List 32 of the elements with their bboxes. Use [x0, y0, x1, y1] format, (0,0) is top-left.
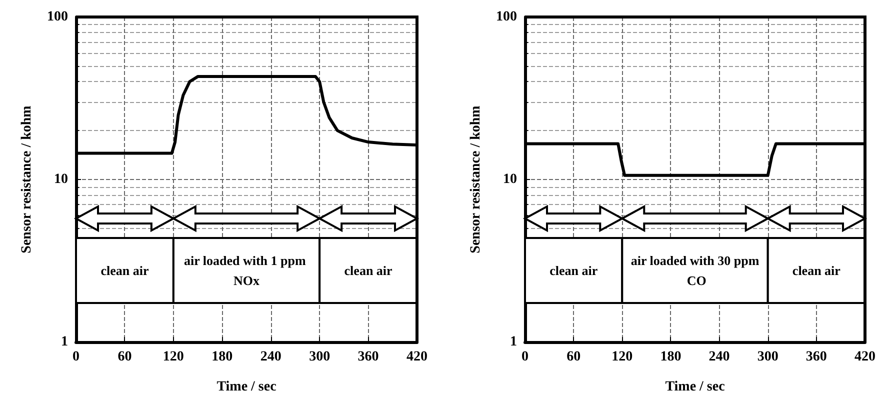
band-label: clean air — [100, 263, 149, 278]
y-tick-label: 10 — [54, 172, 68, 187]
y-tick-label: 10 — [503, 172, 517, 187]
y-axis-title: Sensor resistance / kohm — [468, 105, 484, 254]
x-tick-label: 240 — [260, 350, 282, 364]
band-label: air loaded with 1 ppm NOx — [184, 253, 310, 288]
x-tick-label: 60 — [118, 350, 132, 364]
x-tick-label: 0 — [522, 350, 528, 364]
x-tick-label: 420 — [406, 350, 428, 364]
x-tick-label: 360 — [358, 350, 379, 364]
x-tick-label: 60 — [566, 350, 581, 364]
y-tick-label: 100 — [47, 10, 68, 24]
x-tick-label: 0 — [72, 350, 80, 364]
y-axis-title: Sensor resistance / kohm — [20, 105, 34, 254]
y-tick-label: 1 — [510, 334, 517, 350]
x-tick-label: 300 — [757, 350, 778, 364]
x-tick-label: 120 — [162, 350, 184, 364]
y-tick-label: 1 — [61, 334, 68, 350]
y-tick-label: 100 — [496, 10, 517, 24]
x-tick-label: 240 — [708, 350, 730, 364]
x-axis-title: Time / sec — [216, 380, 276, 394]
band-label: clean air — [792, 263, 841, 278]
x-tick-label: 360 — [806, 350, 827, 364]
x-tick-label: 180 — [660, 350, 682, 364]
x-axis-title: Time / sec — [665, 380, 725, 394]
x-tick-label: 300 — [309, 350, 330, 364]
x-tick-label: 180 — [212, 350, 233, 364]
x-tick-label: 120 — [612, 350, 633, 364]
band-label: clean air — [344, 263, 393, 278]
band-label: air loaded with 30 ppm CO — [630, 253, 760, 288]
band-label: clean air — [550, 263, 598, 278]
x-tick-label: 420 — [854, 350, 876, 364]
